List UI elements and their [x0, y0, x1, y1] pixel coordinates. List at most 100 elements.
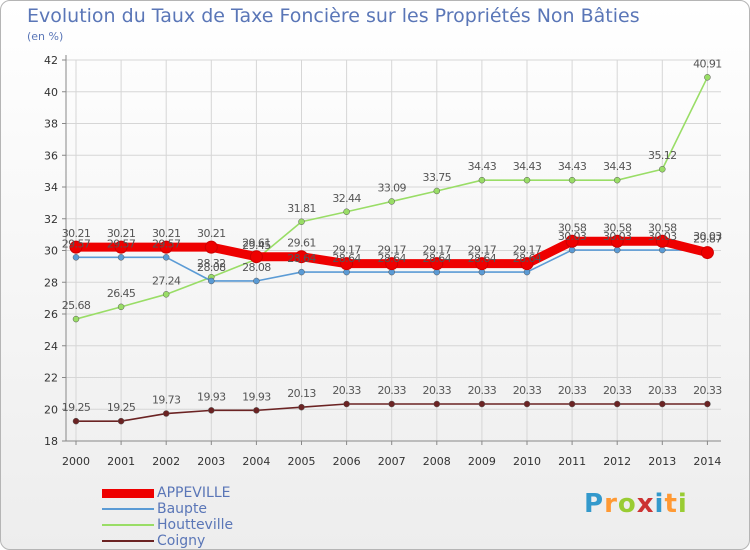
data-point: [613, 246, 621, 254]
data-point: [433, 400, 441, 408]
data-label: 30.03: [648, 230, 677, 243]
data-label: 35.12: [648, 149, 677, 162]
y-tick-label: 18: [44, 435, 58, 448]
data-label: 29.17: [423, 244, 452, 257]
data-point: [388, 198, 395, 205]
data-label: 30.03: [603, 230, 632, 243]
data-point: [659, 165, 666, 173]
data-point: [253, 277, 260, 285]
data-label: 40.91: [693, 57, 722, 70]
x-tick-label: 2011: [558, 455, 586, 468]
data-label: 20.33: [513, 384, 542, 397]
y-tick-label: 20: [44, 403, 58, 416]
data-label: 28.64: [468, 252, 497, 265]
data-label: 28.08: [242, 261, 271, 274]
data-point: [295, 250, 308, 264]
data-point: [69, 240, 83, 254]
data-labels: 30.21 30.21 30.21 30.21 29.61 29.61 29.17 29.17…: [62, 57, 723, 414]
y-tick-label: 30: [44, 245, 58, 258]
data-label: 20.33: [468, 384, 497, 397]
data-label: 33.75: [423, 171, 452, 184]
x-tick-label: 2014: [693, 455, 721, 468]
data-point: [568, 246, 576, 254]
legend-swatch-appeville: [102, 488, 154, 498]
data-label: 30.58: [558, 221, 587, 234]
data-point: [478, 176, 486, 184]
x-tick-label: 2000: [62, 455, 90, 468]
x-tick-label: 2010: [513, 455, 541, 468]
data-point: [659, 246, 666, 254]
data-point: [72, 254, 80, 261]
data-label: 27.24: [152, 274, 181, 287]
data-label: 28.64: [377, 252, 406, 265]
data-label: 19.93: [242, 390, 271, 403]
y-tick-label: 36: [44, 149, 58, 162]
axes: 18 20 22 24 26 28 30 32 34 36 38 40 42 2000 2001 2002 20…: [44, 54, 721, 468]
data-label: 19.25: [62, 401, 91, 414]
data-label: 34.43: [558, 160, 587, 173]
data-label: 25.68: [62, 299, 91, 312]
x-tick-label: 2009: [468, 455, 496, 468]
legend-item-appeville[interactable]: APPEVILLE: [102, 485, 233, 501]
data-label: 29.57: [152, 237, 181, 250]
data-label: 30.58: [648, 221, 677, 234]
data-label: 30.21: [197, 227, 226, 240]
data-label: 20.33: [332, 384, 361, 397]
data-point: [208, 277, 215, 285]
data-point: [298, 218, 305, 226]
data-point: [208, 407, 215, 414]
legend-swatch-houtteville: [102, 524, 154, 526]
data-label: 28.64: [287, 252, 316, 265]
data-point: [343, 208, 350, 216]
logo-letter: t: [664, 489, 678, 519]
data-label: 30.21: [107, 227, 136, 240]
x-tick-label: 2003: [197, 455, 225, 468]
data-label: 33.09: [377, 181, 406, 194]
data-point: [117, 254, 125, 261]
legend-label: Houtteville: [157, 517, 234, 533]
data-point: [72, 315, 80, 323]
x-tick-label: 2008: [423, 455, 451, 468]
x-tick-label: 2007: [378, 455, 406, 468]
data-label: 34.43: [603, 160, 632, 173]
data-point: [298, 268, 305, 276]
data-label: 19.25: [107, 401, 136, 414]
x-tick-label: 2013: [648, 455, 676, 468]
proxiti-logo[interactable]: Proxiti: [584, 489, 688, 519]
legend-item-coigny[interactable]: Coigny: [102, 533, 233, 549]
y-tick-label: 32: [44, 213, 58, 226]
data-label: 28.64: [423, 252, 452, 265]
data-label: 30.58: [603, 221, 632, 234]
data-label: 30.21: [62, 227, 91, 240]
data-label: 29.61: [287, 237, 316, 250]
data-label: 30.03: [558, 230, 587, 243]
x-tick-label: 2005: [288, 455, 316, 468]
legend-item-baupte[interactable]: Baupte: [102, 501, 233, 517]
data-label: 34.43: [513, 160, 542, 173]
legend-label: APPEVILLE: [157, 485, 231, 501]
y-unit-label: (en %): [27, 30, 64, 43]
data-point: [340, 257, 354, 271]
y-tick-label: 22: [44, 372, 58, 385]
data-point: [523, 400, 531, 408]
data-label: 29.87: [693, 233, 722, 246]
data-point: [568, 176, 576, 184]
data-label: 30.21: [152, 227, 181, 240]
y-tick-label: 38: [44, 118, 58, 131]
data-point: [433, 187, 441, 195]
legend-label: Coigny: [157, 533, 206, 549]
data-label: 34.43: [468, 160, 497, 173]
legend: APPEVILLE Baupte Houtteville Coigny: [102, 485, 233, 549]
data-label: 29.17: [513, 244, 542, 257]
data-label: 20.33: [423, 384, 452, 397]
data-label: 20.33: [648, 384, 677, 397]
data-point: [700, 246, 714, 260]
data-point: [72, 417, 80, 425]
data-point: [162, 291, 170, 298]
data-label: 29.17: [332, 244, 361, 257]
data-point: [159, 240, 173, 254]
data-label: 26.45: [107, 287, 136, 300]
legend-item-houtteville[interactable]: Houtteville: [102, 517, 233, 533]
data-point: [478, 400, 486, 408]
series-lines: [69, 74, 714, 425]
